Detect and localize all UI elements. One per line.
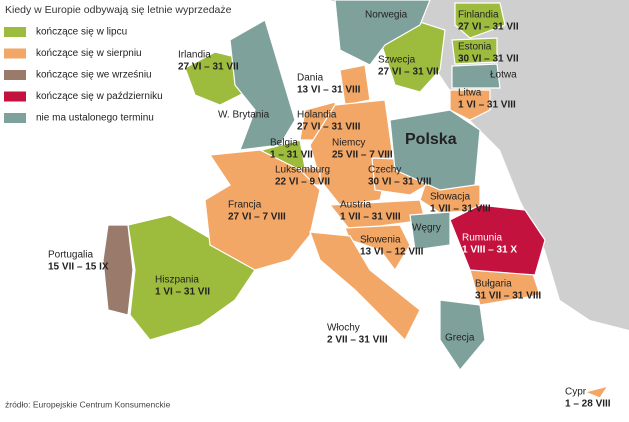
other-land — [330, 0, 629, 330]
country-dates: 27 VI – 31 VIII — [297, 122, 361, 133]
country — [439, 299, 486, 372]
country-dates: 27 VI – 31 VII — [378, 67, 439, 78]
legend: kończące się w lipcu kończące się w sierp… — [4, 27, 163, 124]
country-dates: 1 VI – 31 VII — [155, 287, 210, 298]
country-name: Czechy — [368, 165, 401, 176]
legend-swatch — [4, 91, 26, 102]
country-dates: 30 VI – 31 VIII — [368, 177, 432, 188]
country — [451, 63, 501, 89]
country — [102, 224, 134, 316]
country-name: Grecja — [445, 333, 475, 344]
title: Kiedy w Europie odbywają się letnie wypr… — [5, 4, 232, 16]
country-name: Cypr — [565, 387, 587, 398]
country-dates: 1 VII – 31 VIII — [340, 212, 401, 223]
country — [583, 385, 610, 399]
country-name: Niemcy — [332, 138, 365, 149]
legend-swatch — [4, 70, 26, 80]
countries — [102, 0, 610, 399]
legend-label: kończące się we wrześniu — [36, 70, 152, 81]
country-name: Litwa — [458, 88, 482, 99]
country-dates: 15 VII – 15 IX — [48, 262, 109, 273]
country — [309, 231, 421, 342]
country — [454, 2, 506, 39]
country-dates: 2 VII – 31 VIII — [327, 335, 388, 346]
country-name: Norwegia — [365, 10, 408, 21]
legend-swatch — [4, 27, 26, 37]
country-name: Słowenia — [360, 235, 401, 246]
country-name: Irlandia — [178, 50, 211, 61]
country — [389, 109, 481, 191]
country — [339, 64, 371, 106]
country-name: Belgia — [270, 138, 298, 149]
country-dates: 27 VI – 31 VII — [178, 62, 239, 73]
country-dates: 1 – 31 VII — [270, 150, 313, 161]
country-name: Dania — [297, 73, 324, 84]
legend-label: kończące się w sierpniu — [36, 48, 142, 59]
country-name: Szwecja — [378, 55, 416, 66]
country — [229, 19, 296, 151]
legend-label: kończące się w lipcu — [36, 27, 127, 38]
country — [451, 37, 498, 65]
country-dates: 30 VI – 31 VII — [458, 54, 519, 65]
country — [204, 149, 321, 271]
country-name: Słowacja — [430, 192, 470, 203]
country-dates: 27 VI – 7 VIII — [228, 212, 286, 223]
sea — [250, 320, 629, 422]
country-dates: 13 VI – 31 VIII — [297, 85, 361, 96]
country-name: Węgry — [412, 223, 441, 234]
country-dates: 1 VIII – 31 X — [462, 245, 517, 256]
country-dates: 1 – 28 VIII — [565, 399, 611, 410]
legend-label: nie ma ustalonego terminu — [36, 113, 154, 124]
country-dates: 31 VII – 31 VIII — [475, 291, 541, 302]
country-dates: 1 VI – 31 VIII — [458, 100, 516, 111]
legend-label: kończące się w październiku — [36, 91, 163, 102]
legend-swatch — [4, 113, 26, 123]
country — [309, 99, 393, 206]
legend-swatch — [4, 48, 26, 59]
country-name: Portugalia — [48, 250, 93, 261]
country — [449, 204, 546, 276]
country-name: Polska — [405, 131, 457, 148]
country-name: Austria — [340, 200, 372, 211]
country-name: Rumunia — [462, 233, 502, 244]
country-name: Luksemburg — [275, 165, 330, 176]
country — [334, 0, 431, 66]
country — [409, 211, 451, 251]
country-name: Finlandia — [458, 10, 499, 21]
country-name: W. Brytania — [218, 110, 270, 121]
country-dates: 1 VII – 31 VIII — [430, 204, 491, 215]
country-name: Bułgaria — [475, 279, 512, 290]
country-dates: 22 VI – 9 VII — [275, 177, 330, 188]
country-name: Holandia — [297, 110, 337, 121]
country-name: Włochy — [327, 323, 360, 334]
country-name: Francja — [228, 200, 262, 211]
country-dates: 25 VII – 7 VIII — [332, 150, 393, 161]
source: źródło: Europejskie Centrum Konsumenckie — [5, 399, 171, 409]
country-name: Estonia — [458, 42, 492, 53]
country-name: Łotwa — [490, 70, 517, 81]
country-dates: 27 VI – 31 VII — [458, 22, 519, 33]
country — [449, 89, 491, 121]
country-dates: 13 VI – 12 VIII — [360, 247, 424, 258]
country-name: Hiszpania — [155, 275, 199, 286]
